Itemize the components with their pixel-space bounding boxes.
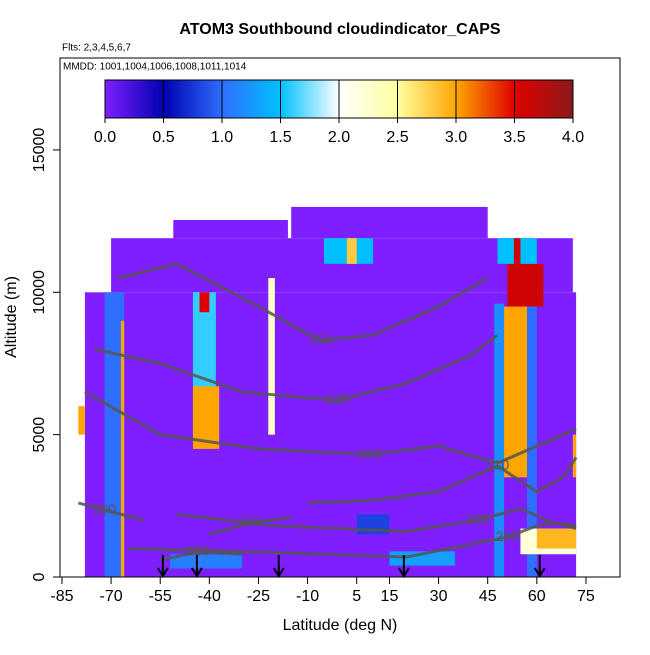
heatmap-cell	[170, 554, 243, 569]
heatmap-cell	[120, 320, 125, 577]
colorbar-segment	[514, 80, 574, 118]
y-tick-label: 15000	[31, 128, 48, 173]
x-tick-label: 15	[381, 588, 399, 605]
contour-label: 290	[186, 543, 210, 559]
colorbar-segment	[456, 80, 515, 118]
plot-frame	[59, 57, 621, 578]
colorbar-tick-label: 4.0	[562, 129, 584, 146]
heatmap-cell	[346, 238, 357, 264]
heatmap-cell	[268, 278, 275, 435]
colorbar-tick-label: 3.0	[445, 129, 467, 146]
heatmap-cell	[104, 292, 125, 577]
arrow-head	[156, 567, 169, 578]
contour-label: 300	[93, 501, 117, 517]
x-tick-label: 5	[352, 588, 361, 605]
contour-line	[307, 456, 578, 505]
heatmap-cell	[389, 551, 455, 566]
y-tick-label: 5000	[31, 417, 48, 453]
arrow-head	[533, 567, 546, 578]
colorbar-segment	[339, 80, 398, 118]
x-tick-label: -85	[50, 588, 73, 605]
colorbar-segment	[163, 80, 223, 118]
colorbar-tick-label: 1.0	[211, 129, 233, 146]
x-axis-label: Latitude (deg N)	[283, 617, 398, 634]
contour-label: 300	[466, 511, 490, 527]
heatmap-cell	[536, 528, 577, 549]
x-tick-label: 75	[577, 588, 595, 605]
contour-label: 320	[358, 445, 382, 461]
flight-arrow	[398, 555, 410, 578]
contour-line	[159, 550, 243, 562]
colorbar-tick-label: 0.5	[152, 129, 174, 146]
x-tick-label: -25	[247, 588, 270, 605]
x-tick-label: -40	[198, 588, 221, 605]
x-tick-label: 45	[479, 588, 497, 605]
colorbar-segment	[280, 80, 340, 118]
heatmap-cell	[291, 206, 488, 239]
annotation: MMDD: 1001,1004,1006,1008,1011,1014	[63, 62, 247, 73]
contour-line	[77, 501, 145, 522]
colorbar-segment	[397, 80, 457, 118]
heatmap-cell	[507, 263, 544, 307]
colorbar-tick-label: 0.0	[94, 129, 116, 146]
subtitle: Flts: 2,3,4,5,6,7	[62, 43, 131, 54]
contour-label: 310	[486, 457, 510, 473]
y-tick-label: 10000	[31, 270, 48, 315]
heatmap-cell	[513, 238, 521, 264]
heatmap-cell	[78, 406, 85, 435]
colorbar-tick-label: 2.5	[386, 129, 408, 146]
heatmap-cell	[504, 306, 527, 478]
contour-label: 290	[496, 528, 520, 544]
flight-arrow	[272, 555, 285, 578]
colorbar-tick-label: 3.5	[503, 129, 525, 146]
heatmap-cell	[192, 386, 220, 449]
colorbar-tick-label: 1.5	[269, 129, 291, 146]
heatmap-cell	[526, 303, 537, 577]
arrow-head	[191, 567, 203, 578]
flight-arrow	[533, 555, 546, 578]
arrow-head	[398, 567, 410, 578]
arrow-head	[272, 567, 285, 578]
heatmap-cell	[494, 303, 505, 577]
x-tick-label: -10	[296, 588, 319, 605]
chart-title: ATOM3 Southbound cloudindicator_CAPS	[179, 21, 501, 38]
heatmap-cell	[199, 292, 210, 313]
y-axis-label: Altitude (m)	[3, 276, 20, 358]
x-tick-label: -55	[149, 588, 172, 605]
x-tick-label: 60	[528, 588, 546, 605]
contour-line	[84, 390, 577, 465]
x-tick-label: 30	[430, 588, 448, 605]
contour-line	[94, 333, 499, 403]
y-tick-label: 0	[31, 572, 48, 581]
contour-label: 300	[238, 514, 262, 530]
flight-arrow	[191, 555, 203, 578]
colorbar-segment	[222, 80, 281, 118]
contour-line	[127, 521, 577, 559]
contour-label: 350	[309, 331, 333, 347]
contour-line	[208, 515, 292, 536]
x-tick-label: -70	[100, 588, 123, 605]
flight-arrow	[156, 555, 169, 578]
colorbar-segment	[105, 80, 164, 118]
heatmap-cell	[572, 434, 577, 478]
colorbar-tick-label: 2.0	[328, 129, 350, 146]
heatmap-cell	[173, 219, 288, 239]
contour-line	[117, 262, 489, 343]
contour-label: 330	[325, 391, 349, 407]
